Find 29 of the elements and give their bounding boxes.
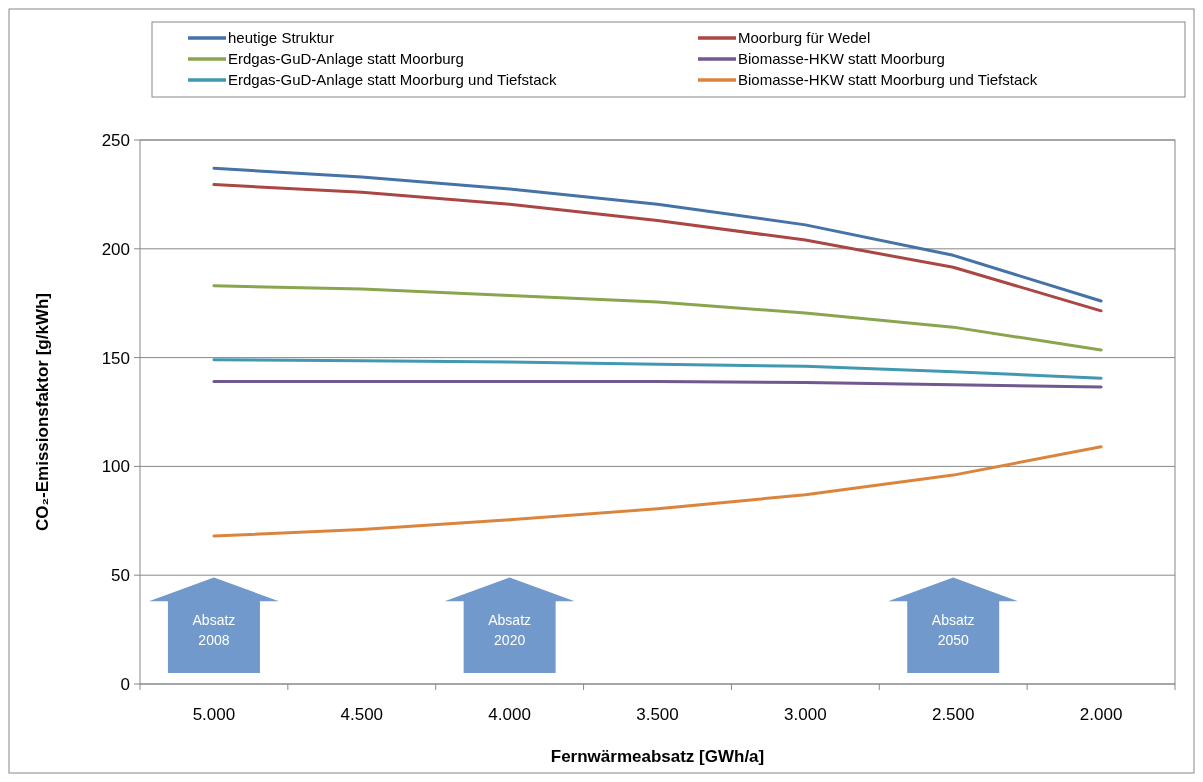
annotation: Absatz 2008 [192,612,236,649]
line-series [212,284,1103,352]
x-tick-label: 2.000 [1079,705,1123,724]
y-tick-label: 200 [101,239,130,259]
annotation: Absatz 2050 [931,612,975,649]
x-tick-label: 4.000 [488,705,531,724]
x-tick-label: 3.500 [636,705,679,724]
x-tick-label: 2.500 [931,705,975,724]
y-tick-label: 100 [101,457,130,477]
x-tick-label: 4.500 [340,705,384,724]
annotation: Absatz 2020 [488,612,532,649]
x-axis-title: Fernwärmeabsatz [GWh/a] [550,747,765,766]
line-series [212,183,1103,313]
y-tick-label: 50 [111,566,130,586]
legend-label: Biomasse-HKW statt Moorburg und Tiefstack [738,71,1038,89]
legend-label: Biomasse-HKW statt Moorburg [738,50,945,68]
y-tick-label: 0 [120,674,130,694]
legend-label: Erdgas-GuD-Anlage statt Moorburg [228,50,464,68]
x-tick-label: 5.000 [192,705,236,724]
line-series [212,358,1103,380]
x-tick-label: 3.000 [784,705,827,724]
y-tick-label: 150 [101,348,130,368]
y-tick-label: 250 [101,130,130,150]
y-axis-title: CO₂-Emissionsfaktor [g/kWh] [33,292,52,532]
legend-label: Moorburg für Wedel [738,29,871,47]
legend-label: heutige Struktur [228,29,334,47]
line-series [212,445,1103,538]
legend-label: Erdgas-GuD-Anlage statt Moorburg und Tiefstack [228,71,557,89]
line-series [212,166,1103,303]
